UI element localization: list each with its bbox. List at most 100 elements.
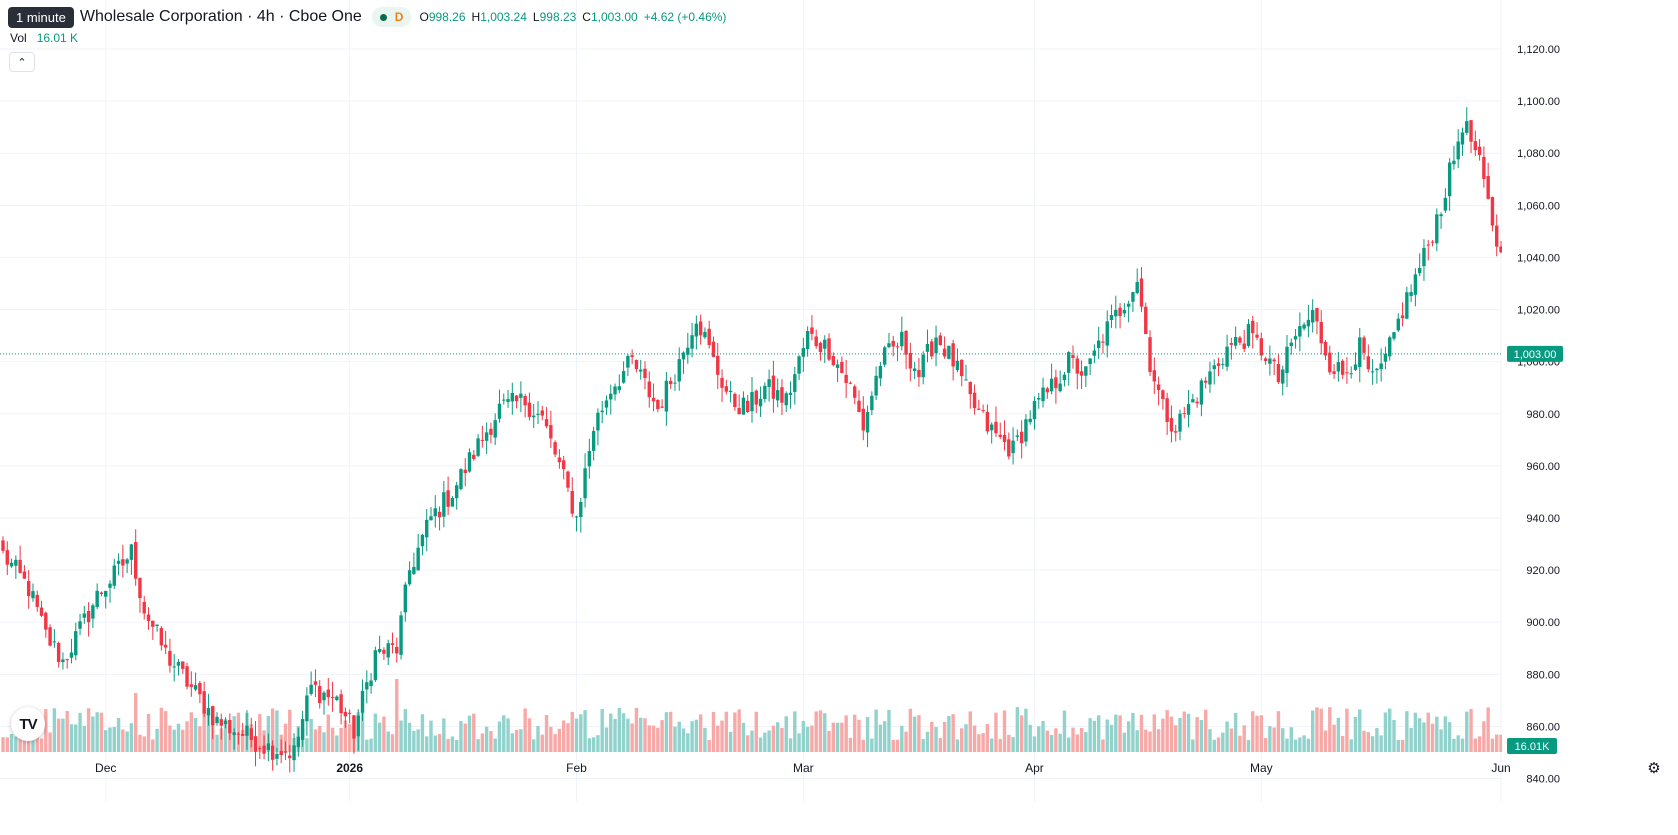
volume-bar — [579, 714, 583, 752]
volume-bar — [972, 725, 977, 752]
volume-bar — [1298, 737, 1302, 752]
volume-bar — [1152, 714, 1157, 752]
candle-body — [1233, 336, 1238, 346]
volume-bar — [467, 715, 472, 752]
volume-bar — [870, 738, 874, 752]
volume-label[interactable]: Vol — [10, 31, 27, 45]
candle-body — [326, 689, 330, 698]
volume-bar — [609, 713, 613, 752]
candle-body — [570, 490, 574, 514]
volume-bar — [1118, 715, 1122, 752]
candle-body — [870, 395, 874, 411]
candle-body — [1045, 388, 1050, 393]
volume-bar — [861, 739, 865, 752]
candle-body — [930, 341, 934, 357]
volume-bar — [968, 711, 972, 752]
candle-body — [600, 410, 604, 413]
candle-body — [741, 397, 746, 415]
volume-bar — [437, 734, 442, 752]
candle-body — [283, 751, 288, 753]
volume-bar — [1191, 739, 1195, 752]
volume-bar — [1041, 720, 1045, 752]
volume-bar — [86, 708, 91, 752]
volume-bar — [172, 729, 176, 752]
volume-bar — [288, 709, 292, 752]
volume-bar — [523, 708, 527, 752]
candle-body — [1298, 326, 1302, 337]
volume-bar — [1169, 716, 1174, 752]
candle-body — [1349, 373, 1353, 375]
candle-body — [947, 345, 951, 359]
delayed-data-badge: D — [394, 10, 404, 24]
volume-bar — [1452, 738, 1456, 752]
candle-body — [335, 696, 339, 701]
volume-bar — [1340, 735, 1345, 752]
volume-bar — [780, 727, 784, 752]
candle-body — [502, 399, 506, 401]
candle-body — [887, 343, 891, 348]
volume-bar — [797, 733, 801, 752]
candle-body — [198, 682, 202, 695]
volume-bar — [1161, 718, 1165, 752]
candle-body — [561, 460, 566, 470]
volume-bar — [1375, 728, 1379, 752]
candle-body — [506, 399, 510, 402]
close-value: 1,003.00 — [590, 10, 638, 24]
candle-body — [1358, 337, 1362, 368]
chevron-up-icon[interactable]: ⌃ — [9, 52, 35, 72]
candle-body — [1126, 303, 1131, 307]
candle-body — [1306, 319, 1311, 327]
symbol-title[interactable]: Wholesale Corporation · 4h · Cboe One — [79, 8, 362, 25]
volume-bar — [155, 728, 159, 752]
volume-bar — [1332, 724, 1336, 752]
volume-bar — [489, 730, 493, 752]
volume-bar — [326, 714, 330, 752]
volume-bar — [1413, 712, 1418, 752]
candle-body — [707, 328, 711, 346]
candle-body — [951, 343, 955, 367]
volume-bar — [536, 726, 540, 752]
candle-body — [399, 615, 403, 655]
candle-body — [553, 442, 557, 455]
candle-body — [942, 348, 947, 357]
candle-body — [22, 571, 27, 579]
volume-bar — [514, 729, 519, 752]
candle-body — [437, 511, 442, 518]
candle-body — [172, 666, 176, 668]
gear-icon[interactable]: ⚙ — [1647, 760, 1661, 777]
volume-bar — [1362, 730, 1366, 752]
volume-bar — [673, 726, 677, 752]
volume-bar — [459, 721, 463, 752]
candle-body — [1109, 315, 1114, 320]
candle-body — [472, 454, 476, 460]
volume-bar — [1400, 739, 1405, 752]
candle-body — [793, 374, 797, 392]
tradingview-logo-icon[interactable]: TV — [11, 707, 45, 741]
volume-bar — [895, 739, 900, 752]
candle-body — [703, 331, 707, 338]
volume-bar — [698, 714, 703, 752]
interval-badge[interactable]: 1 minute — [8, 6, 74, 28]
open-value: 998.26 — [428, 10, 466, 24]
candle-body — [155, 624, 159, 627]
volume-bar — [1443, 716, 1448, 752]
candle-body — [532, 415, 536, 418]
candle-body — [245, 725, 249, 736]
volume-bar — [159, 707, 164, 752]
candle-body — [82, 613, 87, 618]
candle-body — [266, 743, 271, 751]
volume-bar — [613, 718, 617, 752]
volume-bar — [891, 739, 895, 752]
market-status-pill[interactable]: D — [371, 7, 412, 27]
candle-body — [934, 337, 938, 354]
candle-body — [596, 412, 600, 431]
volume-bar — [1199, 719, 1204, 752]
candle-body — [904, 330, 908, 355]
candle-body — [831, 356, 836, 366]
candle-body — [442, 492, 446, 517]
candle-body — [121, 559, 125, 566]
volume-bar — [318, 726, 322, 752]
candle-body — [129, 544, 134, 560]
volume-bar — [947, 715, 951, 752]
